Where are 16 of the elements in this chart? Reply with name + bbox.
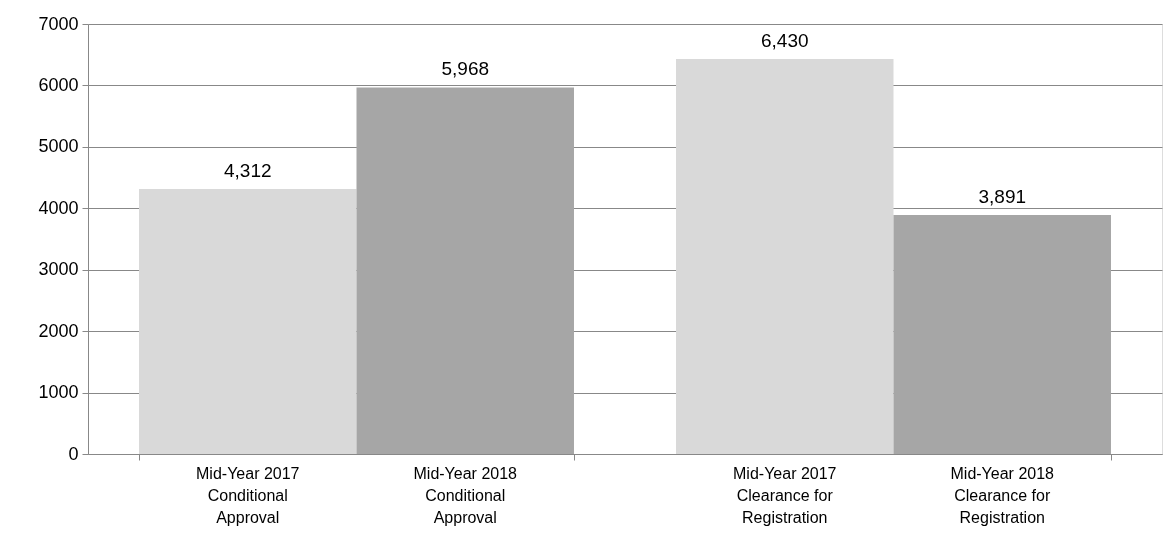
x-tick-label: Mid-Year 2017 Conditional Approval <box>196 465 300 526</box>
data-label: 3,891 <box>978 185 1027 207</box>
y-tick-label: 5000 <box>38 136 79 157</box>
data-label: 5,968 <box>441 58 490 80</box>
data-label: 6,430 <box>760 30 809 52</box>
y-tick-label: 1000 <box>38 382 79 403</box>
y-tick-label: 7000 <box>38 13 79 34</box>
data-label: 4,312 <box>223 160 272 182</box>
x-tick-label: Mid-Year 2018 Clearance for Registration <box>950 465 1055 526</box>
y-tick-label: 4000 <box>38 197 79 218</box>
y-tick-label: 2000 <box>38 320 79 341</box>
x-tick-label: Mid-Year 2018 Conditional Approval <box>413 465 518 526</box>
y-tick-label: 0 <box>68 443 79 464</box>
y-tick-label: 6000 <box>38 74 79 95</box>
x-tick-label: Mid-Year 2017 Clearance for Registration <box>733 465 837 526</box>
y-tick-label: 3000 <box>38 259 79 280</box>
